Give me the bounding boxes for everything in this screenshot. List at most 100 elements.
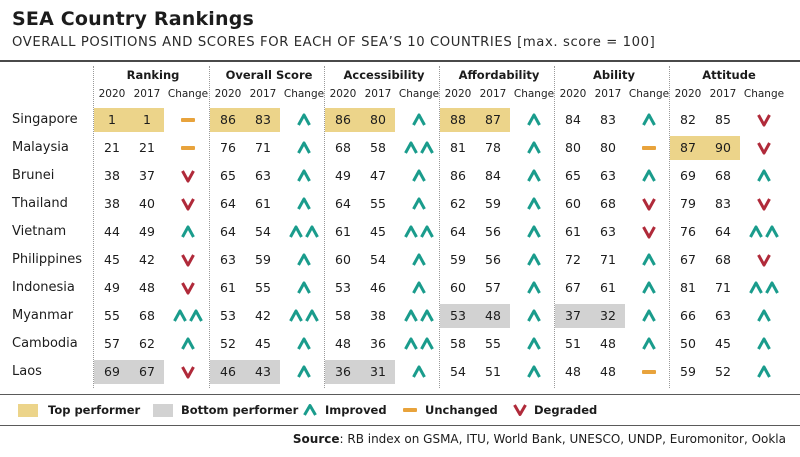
- double-improved-icon: [749, 281, 779, 294]
- score-2020: 48: [335, 336, 351, 351]
- score-2017: 52: [715, 364, 731, 379]
- improved-icon: [297, 365, 311, 378]
- score-2020: 80: [565, 140, 581, 155]
- change-indicator: [395, 192, 443, 216]
- score-2017: 83: [715, 196, 731, 211]
- change-indicator: [280, 164, 328, 188]
- column-subheader: 2020: [214, 88, 242, 100]
- change-indicator: [280, 220, 328, 244]
- score-2020: 21: [104, 140, 120, 155]
- change-indicator: [510, 360, 558, 384]
- score-2017: 45: [255, 336, 271, 351]
- column-subheader: Change: [628, 88, 670, 100]
- degraded-icon: [181, 366, 195, 379]
- improved-icon: [412, 169, 426, 182]
- double-improved-icon: [404, 309, 434, 322]
- score-2020: 69: [680, 168, 696, 183]
- change-indicator: [280, 360, 328, 384]
- score-2017: 57: [485, 280, 501, 295]
- column-subheader: 2020: [444, 88, 472, 100]
- improved-icon: [181, 225, 195, 238]
- score-2017: 48: [139, 280, 155, 295]
- degraded-icon: [757, 254, 771, 267]
- score-2017: 21: [139, 140, 155, 155]
- score-2020: 68: [335, 140, 351, 155]
- score-2017: 68: [715, 252, 731, 267]
- score-2017: 68: [715, 168, 731, 183]
- score-2020: 60: [450, 280, 466, 295]
- chart-title: SEA Country Rankings: [12, 8, 255, 30]
- score-2017: 55: [485, 336, 501, 351]
- score-2020: 64: [220, 196, 236, 211]
- change-indicator: [625, 332, 673, 356]
- score-2020: 61: [220, 280, 236, 295]
- score-2020: 86: [450, 168, 466, 183]
- column-subheader: 2017: [249, 88, 277, 100]
- score-2020: 81: [450, 140, 466, 155]
- score-2020: 49: [335, 168, 351, 183]
- change-indicator: [164, 304, 212, 328]
- improved-icon: [527, 337, 541, 350]
- score-2017: 63: [600, 168, 616, 183]
- improved-icon: [297, 281, 311, 294]
- score-2020: 53: [220, 308, 236, 323]
- top-divider: [0, 60, 800, 62]
- score-2017: 36: [370, 336, 386, 351]
- score-2017: 48: [476, 304, 510, 328]
- improved-icon: [757, 337, 771, 350]
- score-2017: 58: [370, 140, 386, 155]
- source-note: Source: RB index on GSMA, ITU, World Ban…: [293, 432, 786, 446]
- score-2017: 61: [600, 280, 616, 295]
- score-2017: 59: [255, 252, 271, 267]
- column-separator: [554, 66, 555, 388]
- column-subheader: 2017: [709, 88, 737, 100]
- score-2020: 59: [450, 252, 466, 267]
- improved-icon: [412, 281, 426, 294]
- legend-degraded-label: Degraded: [534, 403, 598, 417]
- double-improved-icon: [289, 225, 319, 238]
- improved-icon: [527, 365, 541, 378]
- score-2020: 88: [440, 108, 476, 132]
- column-separator: [93, 66, 94, 388]
- score-2017: 49: [139, 224, 155, 239]
- source-divider: [0, 425, 800, 426]
- source-label: Source: [292, 432, 340, 446]
- country-label: Vietnam: [12, 224, 67, 239]
- score-2017: 63: [715, 308, 731, 323]
- improved-icon: [527, 253, 541, 266]
- change-indicator: [740, 332, 788, 356]
- change-indicator: [510, 164, 558, 188]
- improved-icon: [642, 309, 656, 322]
- improved-icon: [757, 365, 771, 378]
- change-indicator: [395, 108, 443, 132]
- score-2017: 40: [139, 196, 155, 211]
- group-header: Attitude: [702, 68, 756, 82]
- improved-icon: [527, 281, 541, 294]
- country-label: Brunei: [12, 168, 55, 183]
- degraded-icon: [642, 198, 656, 211]
- change-indicator: [164, 164, 212, 188]
- change-indicator: [164, 248, 212, 272]
- column-subheader: Change: [743, 88, 785, 100]
- change-indicator: [740, 192, 788, 216]
- change-indicator: [395, 360, 443, 384]
- unchanged-icon: [642, 370, 656, 374]
- group-header: Ranking: [126, 68, 180, 82]
- change-indicator: [395, 164, 443, 188]
- column-subheader: 2020: [329, 88, 357, 100]
- score-2017: 59: [485, 196, 501, 211]
- improved-icon: [642, 253, 656, 266]
- change-indicator: [280, 276, 328, 300]
- improved-icon: [412, 113, 426, 126]
- change-indicator: [164, 360, 212, 384]
- column-subheader: 2017: [133, 88, 161, 100]
- change-indicator: [625, 304, 673, 328]
- change-indicator: [280, 304, 328, 328]
- country-label: Myanmar: [12, 308, 74, 323]
- score-2017: 45: [370, 224, 386, 239]
- change-indicator: [164, 192, 212, 216]
- change-indicator: [740, 248, 788, 272]
- score-2020: 81: [680, 280, 696, 295]
- score-2017: 48: [600, 364, 616, 379]
- degraded-icon: [757, 142, 771, 155]
